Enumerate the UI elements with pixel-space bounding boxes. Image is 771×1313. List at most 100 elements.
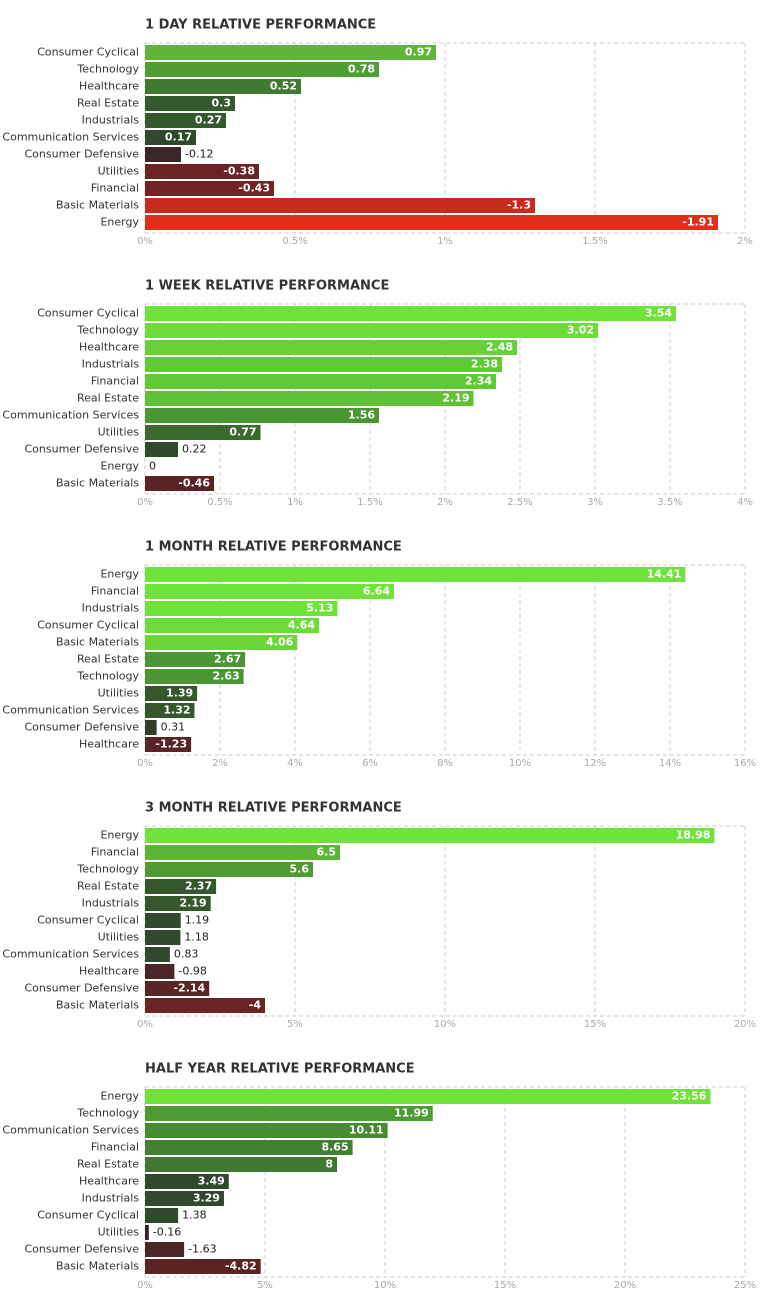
value-label: 4.06 (266, 636, 293, 649)
bar (145, 215, 718, 230)
x-tick-label: 12% (584, 758, 606, 769)
category-label: Real Estate (77, 653, 139, 666)
value-label: 2.48 (486, 341, 513, 354)
bar (145, 442, 178, 457)
category-label: Communication Services (2, 131, 139, 144)
x-tick-label: 2% (212, 758, 228, 769)
category-label: Industrials (82, 897, 140, 910)
value-label: 0.77 (229, 426, 256, 439)
value-label: -0.12 (185, 148, 213, 161)
category-label: Consumer Cyclical (37, 307, 139, 320)
value-label: 2.63 (212, 670, 239, 683)
bar (145, 601, 338, 616)
x-tick-label: 5% (257, 1280, 273, 1291)
bar (145, 45, 436, 60)
chart-title: HALF YEAR RELATIVE PERFORMANCE (145, 1062, 415, 1077)
value-label: 3.02 (567, 324, 594, 337)
bar (145, 340, 517, 355)
x-tick-label: 10% (434, 1019, 456, 1030)
value-label: -1.91 (682, 216, 714, 229)
x-tick-label: 0% (137, 497, 153, 508)
category-label: Technology (76, 1107, 139, 1120)
value-label: 3.49 (198, 1175, 225, 1188)
bar (145, 652, 246, 667)
x-tick-label: 15% (494, 1280, 516, 1291)
bar (145, 198, 535, 213)
x-tick-label: 20% (614, 1280, 636, 1291)
category-label: Communication Services (2, 948, 139, 961)
category-label: Communication Services (2, 704, 139, 717)
category-label: Consumer Cyclical (37, 46, 139, 59)
category-label: Utilities (98, 931, 140, 944)
category-label: Energy (100, 568, 139, 581)
category-label: Consumer Defensive (24, 982, 139, 995)
category-label: Financial (91, 846, 139, 859)
category-label: Real Estate (77, 1158, 139, 1171)
bar (145, 1157, 337, 1172)
bar (145, 828, 715, 843)
value-label: 8.65 (321, 1141, 348, 1154)
category-label: Utilities (98, 165, 140, 178)
category-label: Technology (76, 324, 139, 337)
category-label: Industrials (82, 114, 140, 127)
category-label: Technology (76, 670, 139, 683)
bar (145, 669, 244, 684)
bar (145, 879, 217, 894)
x-tick-label: 1% (287, 497, 303, 508)
value-label: -0.46 (178, 477, 210, 490)
value-label: -0.98 (178, 965, 206, 978)
bar (145, 1174, 229, 1189)
bar (145, 567, 686, 582)
x-tick-label: 0.5% (207, 497, 232, 508)
value-label: 0.17 (165, 131, 192, 144)
category-label: Healthcare (79, 80, 139, 93)
value-label: -0.38 (223, 165, 255, 178)
bar (145, 947, 170, 962)
bar (145, 130, 196, 145)
category-label: Consumer Cyclical (37, 619, 139, 632)
x-tick-label: 25% (734, 1280, 756, 1291)
value-label: 23.56 (672, 1090, 707, 1103)
bar (145, 1191, 224, 1206)
value-label: 0.78 (348, 63, 375, 76)
bar (145, 357, 502, 372)
value-label: 3.54 (645, 307, 672, 320)
chart: HALF YEAR RELATIVE PERFORMANCE 0% 5% 10% 15%… (2, 1062, 756, 1292)
bar (145, 425, 261, 440)
category-label: Industrials (82, 1192, 140, 1205)
value-label: 1.19 (185, 914, 210, 927)
category-label: Utilities (98, 426, 140, 439)
category-label: Financial (91, 1141, 139, 1154)
bar (145, 1089, 711, 1104)
value-label: 0.3 (212, 97, 232, 110)
x-tick-label: 0% (137, 758, 153, 769)
category-label: Energy (100, 216, 139, 229)
category-label: Basic Materials (56, 1260, 139, 1273)
value-label: 5.13 (306, 602, 333, 615)
x-tick-label: 4% (287, 758, 303, 769)
value-label: -2.14 (173, 982, 205, 995)
category-label: Industrials (82, 358, 140, 371)
value-label: 6.64 (363, 585, 390, 598)
x-tick-label: 16% (734, 758, 756, 769)
x-tick-label: 1.5% (582, 236, 607, 247)
bar (145, 737, 192, 752)
bar (145, 1208, 179, 1223)
bar (145, 862, 313, 877)
category-label: Consumer Defensive (24, 721, 139, 734)
x-tick-label: 0.5% (282, 236, 307, 247)
bar (145, 703, 195, 718)
x-tick-label: 20% (734, 1019, 756, 1030)
category-label: Utilities (98, 687, 140, 700)
value-label: 14.41 (647, 568, 682, 581)
x-tick-label: 15% (584, 1019, 606, 1030)
bar (145, 896, 211, 911)
value-label: 2.34 (465, 375, 492, 388)
category-label: Communication Services (2, 409, 139, 422)
value-label: -1.3 (507, 199, 531, 212)
x-tick-label: 0% (137, 236, 153, 247)
value-label: 1.32 (163, 704, 190, 717)
category-label: Real Estate (77, 392, 139, 405)
value-label: -4 (249, 999, 262, 1012)
